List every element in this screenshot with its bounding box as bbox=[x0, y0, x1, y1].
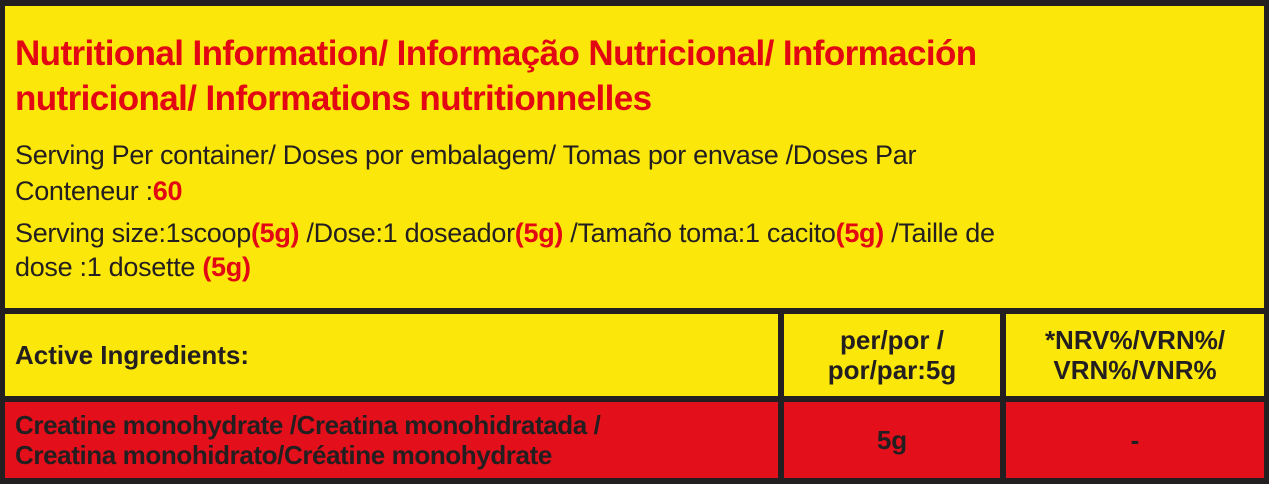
header-active-ingredients: Active Ingredients: bbox=[5, 314, 778, 396]
title-line-2: nutricional/ Informations nutritionnelle… bbox=[15, 79, 652, 118]
serving-size-fr: /Taille de bbox=[883, 218, 995, 248]
header-nrv-line-2: VRN%/VNR% bbox=[1053, 355, 1217, 385]
table-row-nrv: - bbox=[1006, 402, 1264, 478]
serving-size-en: Serving size:1scoop bbox=[15, 218, 251, 248]
serving-size-fr-cont: dose :1 dosette bbox=[15, 252, 203, 282]
header-per-line-1: per/por / bbox=[839, 325, 944, 355]
serving-size-pt: /Dose:1 doseador bbox=[299, 218, 515, 248]
serving-size-es-value: (5g) bbox=[835, 218, 885, 248]
nutrition-info-header: Nutritional Information/ Informação Nutr… bbox=[5, 6, 1264, 308]
serving-size-pt-value: (5g) bbox=[514, 218, 564, 248]
table-row-ingredient-name: Creatine monohydrate /Creatina monohidra… bbox=[5, 402, 778, 478]
serving-size-line-2: dose :1 dosette (5g) bbox=[15, 252, 251, 283]
header-nrv-line-1: *NRV%/VRN%/ bbox=[1044, 325, 1226, 355]
table-row-amount: 5g bbox=[784, 402, 1000, 478]
servings-value: 60 bbox=[152, 176, 183, 206]
header-nrv: *NRV%/VRN%/VRN%/VNR% bbox=[1006, 314, 1264, 396]
servings-label-cont: Conteneur : bbox=[15, 176, 153, 206]
ingredient-name-line-2: Creatina monohidrato/Créatine monohydrat… bbox=[15, 440, 552, 470]
ingredient-name-line-1: Creatine monohydrate /Creatina monohidra… bbox=[15, 410, 601, 440]
serving-size-line: Serving size:1scoop(5g) /Dose:1 doseador… bbox=[15, 218, 995, 249]
servings-per-container-label: Serving Per container/ Doses por embalag… bbox=[15, 140, 917, 170]
header-per-serving: per/por / por/par:5g bbox=[784, 314, 1000, 396]
header-per-line-2: por/par:5g bbox=[827, 355, 957, 385]
serving-size-en-value: (5g) bbox=[250, 218, 300, 248]
serving-size-fr-value: (5g) bbox=[202, 252, 251, 282]
title-line-1: Nutritional Information/ Informação Nutr… bbox=[15, 34, 977, 73]
serving-size-es: /Tamaño toma:1 cacito bbox=[563, 218, 836, 248]
servings-per-container: Conteneur :60 bbox=[15, 176, 183, 207]
